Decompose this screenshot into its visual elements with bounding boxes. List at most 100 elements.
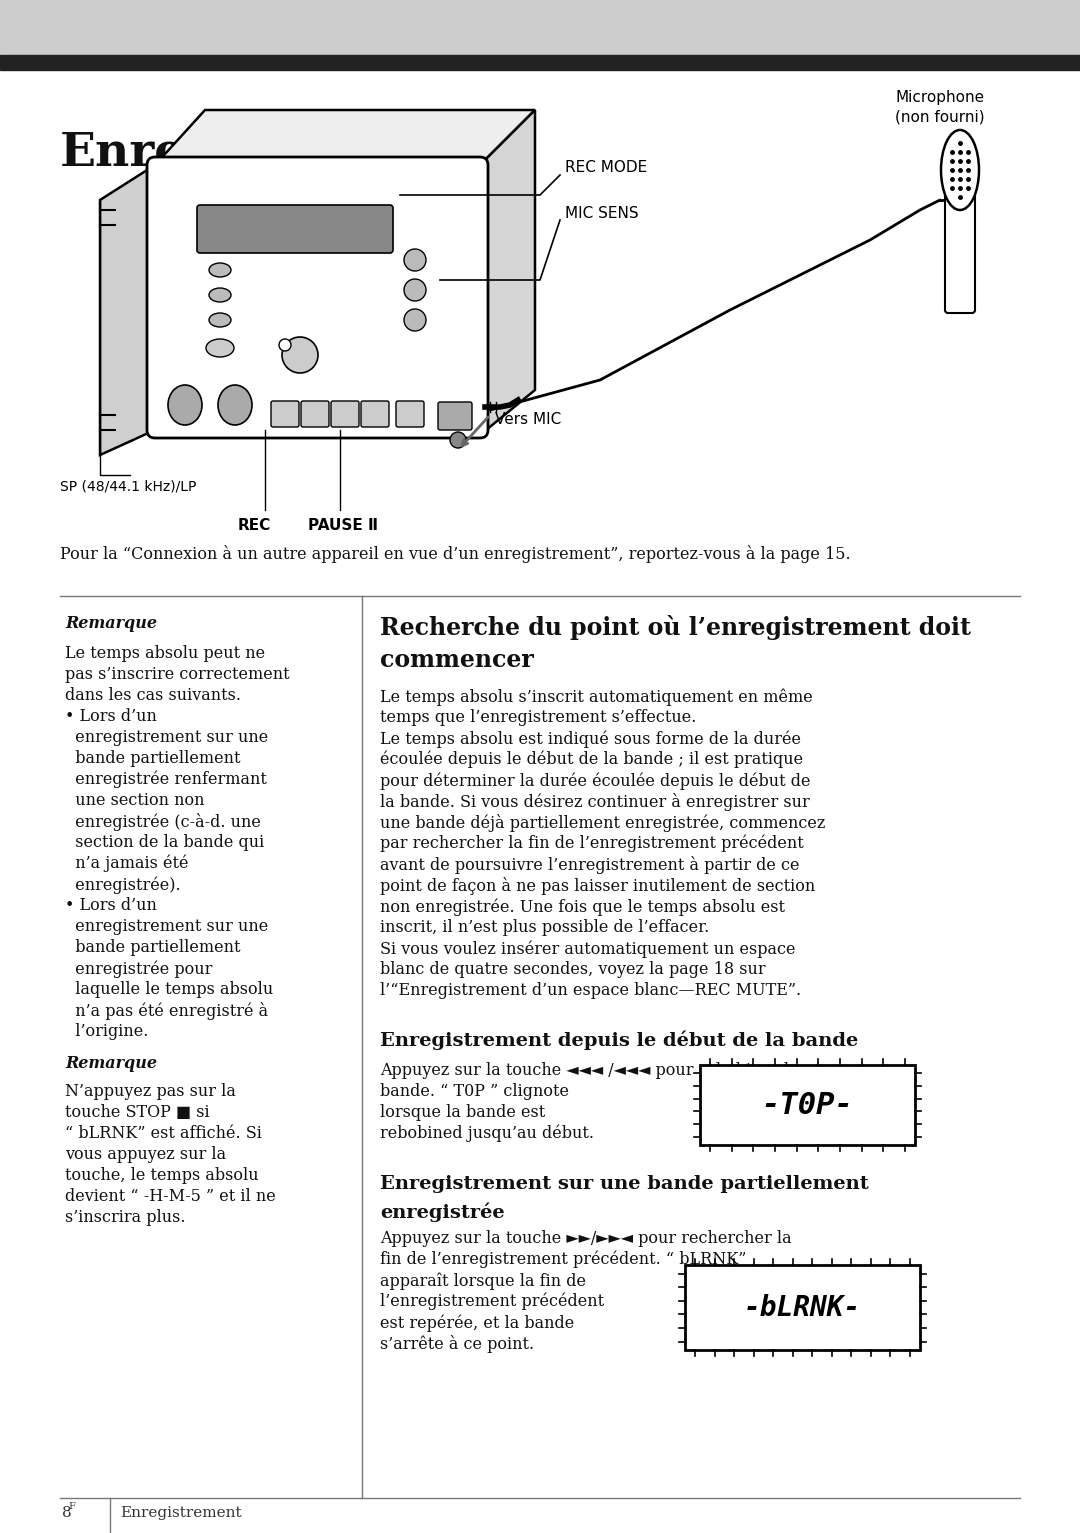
Text: Enregistrement: Enregistrement: [120, 1505, 242, 1521]
Text: bande. “ T0P ” clignote: bande. “ T0P ” clignote: [380, 1082, 569, 1101]
Text: REC MODE: REC MODE: [565, 161, 647, 175]
Text: par rechercher la fin de l’enregistrement précédent: par rechercher la fin de l’enregistremen…: [380, 835, 804, 852]
Text: PAUSE Ⅱ: PAUSE Ⅱ: [308, 518, 378, 533]
Text: laquelle le temps absolu: laquelle le temps absolu: [65, 981, 273, 998]
FancyBboxPatch shape: [361, 402, 389, 428]
Text: enregistrée: enregistrée: [380, 1203, 504, 1222]
Circle shape: [404, 310, 426, 331]
Text: Le temps absolu est indiqué sous forme de la durée: Le temps absolu est indiqué sous forme d…: [380, 730, 801, 748]
Bar: [0, 0, 1080, 55]
Text: Recherche du point où l’enregistrement doit: Recherche du point où l’enregistrement d…: [380, 615, 971, 639]
Text: devient “ -H-M-5 ” et il ne: devient “ -H-M-5 ” et il ne: [65, 1188, 275, 1205]
Polygon shape: [156, 110, 535, 166]
Text: • Lors d’un: • Lors d’un: [65, 708, 157, 725]
Text: pour déterminer la durée écoulée depuis le début de: pour déterminer la durée écoulée depuis …: [380, 773, 810, 789]
Text: 8: 8: [62, 1505, 71, 1521]
FancyBboxPatch shape: [271, 402, 299, 428]
Circle shape: [279, 339, 291, 351]
Text: vous appuyez sur la: vous appuyez sur la: [65, 1147, 226, 1164]
Text: -T0P-: -T0P-: [761, 1090, 853, 1119]
Text: commencer: commencer: [380, 648, 534, 671]
Ellipse shape: [210, 264, 231, 277]
Text: apparaît lorsque la fin de: apparaît lorsque la fin de: [380, 1272, 586, 1289]
Text: Remarque: Remarque: [65, 615, 157, 632]
Text: s’arrête à ce point.: s’arrête à ce point.: [380, 1335, 535, 1354]
Bar: [0, 55, 1080, 71]
Text: avant de poursuivre l’enregistrement à partir de ce: avant de poursuivre l’enregistrement à p…: [380, 855, 799, 874]
Text: point de façon à ne pas laisser inutilement de section: point de façon à ne pas laisser inutilem…: [380, 877, 815, 895]
Text: fin de l’enregistrement précédent. “ bLRNK”: fin de l’enregistrement précédent. “ bLR…: [380, 1251, 746, 1268]
FancyBboxPatch shape: [396, 402, 424, 428]
Text: Enregistrement depuis le début de la bande: Enregistrement depuis le début de la ban…: [380, 1030, 859, 1050]
Text: est repérée, et la bande: est repérée, et la bande: [380, 1314, 575, 1332]
Text: n’a jamais été: n’a jamais été: [65, 855, 189, 872]
Text: MIC SENS: MIC SENS: [565, 205, 638, 221]
Text: une section non: une section non: [65, 793, 204, 809]
Text: Microphone
(non fourni): Microphone (non fourni): [895, 90, 985, 124]
Circle shape: [404, 248, 426, 271]
Text: Pour la “Connexion à un autre appareil en vue d’un enregistrement”, reportez-vou: Pour la “Connexion à un autre appareil e…: [60, 546, 851, 563]
FancyBboxPatch shape: [945, 176, 975, 313]
Text: enregistrée (c-à-d. une: enregistrée (c-à-d. une: [65, 812, 261, 831]
Text: bande partiellement: bande partiellement: [65, 940, 241, 957]
Text: s’inscrira plus.: s’inscrira plus.: [65, 1210, 186, 1226]
Text: N’appuyez pas sur la: N’appuyez pas sur la: [65, 1082, 235, 1101]
Text: REC: REC: [238, 518, 271, 533]
Text: Enregistrement: Enregistrement: [60, 130, 476, 176]
Text: bande partiellement: bande partiellement: [65, 750, 241, 766]
Text: touche, le temps absolu: touche, le temps absolu: [65, 1167, 258, 1183]
Text: touche STOP ■ si: touche STOP ■ si: [65, 1104, 210, 1121]
Text: l’“Enregistrement d’un espace blanc—REC MUTE”.: l’“Enregistrement d’un espace blanc—REC …: [380, 983, 801, 1000]
Text: inscrit, il n’est plus possible de l’effacer.: inscrit, il n’est plus possible de l’eff…: [380, 918, 710, 937]
Text: enregistrée).: enregistrée).: [65, 875, 180, 894]
FancyBboxPatch shape: [147, 156, 488, 438]
Text: -bLRNK-: -bLRNK-: [744, 1294, 861, 1321]
Text: Appuyez sur la touche ►►/►►◄ pour rechercher la: Appuyez sur la touche ►►/►►◄ pour recher…: [380, 1229, 792, 1246]
FancyBboxPatch shape: [438, 402, 472, 429]
Text: “ bLRNK” est affiché. Si: “ bLRNK” est affiché. Si: [65, 1125, 261, 1142]
Text: enregistrée pour: enregistrée pour: [65, 960, 213, 978]
Text: enregistrement sur une: enregistrement sur une: [65, 918, 268, 935]
Ellipse shape: [206, 339, 234, 357]
Ellipse shape: [210, 313, 231, 327]
Text: n’a pas été enregistré à: n’a pas été enregistré à: [65, 1003, 268, 1019]
Text: pas s’inscrire correctement: pas s’inscrire correctement: [65, 665, 289, 684]
Text: lorsque la bande est: lorsque la bande est: [380, 1104, 545, 1121]
Text: blanc de quatre secondes, voyez la page 18 sur: blanc de quatre secondes, voyez la page …: [380, 961, 766, 978]
Ellipse shape: [941, 130, 978, 210]
Text: Enregistrement sur une bande partiellement: Enregistrement sur une bande partielleme…: [380, 1174, 868, 1193]
Text: temps que l’enregistrement s’effectue.: temps que l’enregistrement s’effectue.: [380, 708, 697, 727]
Text: une bande déjà partiellement enregistrée, commencez: une bande déjà partiellement enregistrée…: [380, 814, 825, 832]
Circle shape: [404, 279, 426, 300]
Text: enregistrement sur une: enregistrement sur une: [65, 730, 268, 747]
FancyBboxPatch shape: [301, 402, 329, 428]
Text: Le temps absolu s’inscrit automatiquement en même: Le temps absolu s’inscrit automatiquemen…: [380, 688, 813, 705]
Text: section de la bande qui: section de la bande qui: [65, 834, 265, 851]
Text: enregistrée renfermant: enregistrée renfermant: [65, 771, 267, 788]
Text: rebobined jusqu’au début.: rebobined jusqu’au début.: [380, 1125, 594, 1142]
Text: Vers MIC: Vers MIC: [495, 412, 562, 428]
Text: l’origine.: l’origine.: [65, 1023, 148, 1039]
Text: Si vous voulez insérer automatiquement un espace: Si vous voulez insérer automatiquement u…: [380, 940, 796, 958]
Polygon shape: [100, 166, 156, 455]
FancyBboxPatch shape: [197, 205, 393, 253]
Ellipse shape: [218, 385, 252, 425]
Ellipse shape: [210, 288, 231, 302]
Text: Remarque: Remarque: [65, 1055, 157, 1072]
FancyBboxPatch shape: [330, 402, 359, 428]
Text: dans les cas suivants.: dans les cas suivants.: [65, 687, 241, 704]
Text: non enregistrée. Une fois que le temps absolu est: non enregistrée. Une fois que le temps a…: [380, 898, 785, 915]
Circle shape: [450, 432, 465, 448]
Polygon shape: [156, 166, 480, 429]
Text: écoulée depuis le début de la bande ; il est pratique: écoulée depuis le début de la bande ; il…: [380, 751, 804, 768]
Polygon shape: [480, 110, 535, 435]
Text: la bande. Si vous désirez continuer à enregistrer sur: la bande. Si vous désirez continuer à en…: [380, 793, 810, 811]
Text: Appuyez sur la touche ◄◄◄ /◄◄◄ pour rebobiner la: Appuyez sur la touche ◄◄◄ /◄◄◄ pour rebo…: [380, 1062, 798, 1079]
Text: Le temps absolu peut ne: Le temps absolu peut ne: [65, 645, 265, 662]
Circle shape: [282, 337, 318, 373]
Text: • Lors d’un: • Lors d’un: [65, 897, 157, 914]
Text: SP (48/44.1 kHz)/LP: SP (48/44.1 kHz)/LP: [60, 480, 197, 494]
Text: l’enregistrement précédent: l’enregistrement précédent: [380, 1292, 604, 1311]
Bar: [685, 1265, 920, 1351]
Bar: [700, 1065, 915, 1145]
